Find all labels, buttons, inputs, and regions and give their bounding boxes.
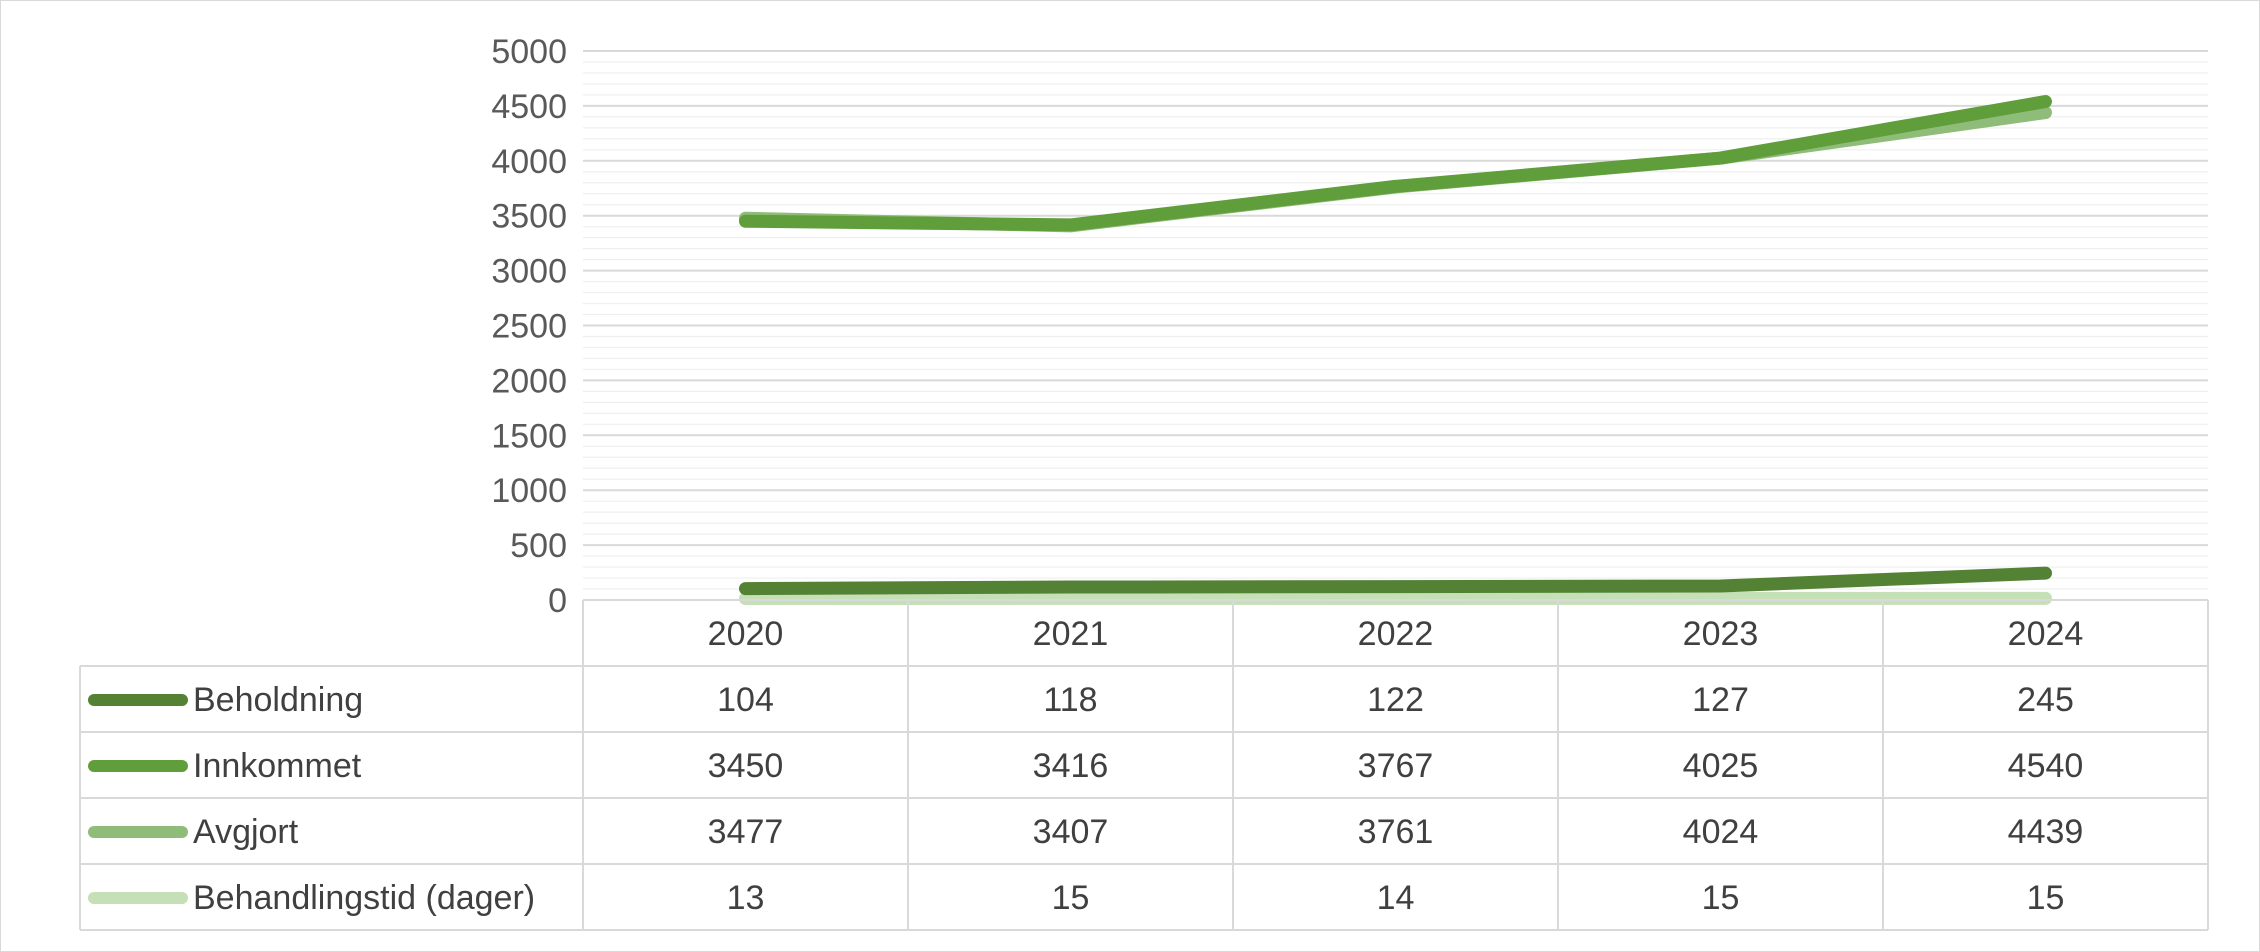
series-line-beholdning <box>739 566 2052 596</box>
y-tick-label: 5000 <box>491 33 567 71</box>
y-tick-label: 1500 <box>491 417 567 455</box>
legend-entry-label: Behandlingstid (dager) <box>193 879 535 917</box>
table-value-cell: 4024 <box>1683 813 1759 851</box>
y-tick-label: 500 <box>510 527 567 565</box>
table-value-cell: 127 <box>1692 681 1749 719</box>
x-category-label: 2022 <box>1358 615 1434 653</box>
x-category-label: 2021 <box>1033 615 1109 653</box>
table-value-cell: 4540 <box>2008 747 2084 785</box>
minor-gridlines <box>583 61 2208 590</box>
table-value-cell: 14 <box>1377 879 1415 917</box>
table-value-cell: 4025 <box>1683 747 1759 785</box>
y-tick-label: 3500 <box>491 198 567 236</box>
series-line-innkommet <box>739 95 2052 232</box>
table-value-cell: 3767 <box>1358 747 1434 785</box>
table-value-cell: 118 <box>1043 681 1097 719</box>
y-tick-label: 2500 <box>491 308 567 346</box>
table-value-cell: 104 <box>717 681 774 719</box>
table-value-cell: 245 <box>2017 681 2074 719</box>
legend-entry-label: Avgjort <box>193 813 299 851</box>
series-lines <box>739 95 2052 606</box>
data-table-grid <box>79 599 2209 931</box>
y-tick-label: 3000 <box>491 253 567 291</box>
table-value-cell: 4439 <box>2008 813 2084 851</box>
table-value-cell: 3416 <box>1033 747 1109 785</box>
y-tick-label: 1000 <box>491 472 567 510</box>
legend-entry-label: Innkommet <box>193 747 362 785</box>
y-tick-label: 4000 <box>491 143 567 181</box>
data-table-rows: Beholdning 104 118 122 127 245 Innkommet 3450 34… <box>88 681 2084 917</box>
table-value-cell: 122 <box>1367 681 1424 719</box>
y-tick-label: 4500 <box>491 88 567 126</box>
x-axis-category-labels: 2020 2021 2022 2023 2024 <box>708 615 2084 653</box>
table-value-cell: 15 <box>1052 879 1090 917</box>
legend-entry-label: Beholdning <box>193 681 363 719</box>
table-value-cell: 3407 <box>1033 813 1109 851</box>
y-tick-label: 0 <box>548 582 567 620</box>
x-category-label: 2024 <box>2008 615 2084 653</box>
table-value-cell: 15 <box>2027 879 2065 917</box>
x-category-label: 2023 <box>1683 615 1759 653</box>
table-value-cell: 15 <box>1702 879 1740 917</box>
table-value-cell: 3477 <box>708 813 784 851</box>
x-category-label: 2020 <box>708 615 784 653</box>
y-axis-tick-labels: 0 500 1000 1500 2000 2500 3000 3500 4000 4500 5000 <box>491 33 567 620</box>
table-value-cell: 13 <box>727 879 765 917</box>
y-tick-label: 2000 <box>491 362 567 400</box>
table-value-cell: 3761 <box>1358 813 1434 851</box>
table-value-cell: 3450 <box>708 747 784 785</box>
